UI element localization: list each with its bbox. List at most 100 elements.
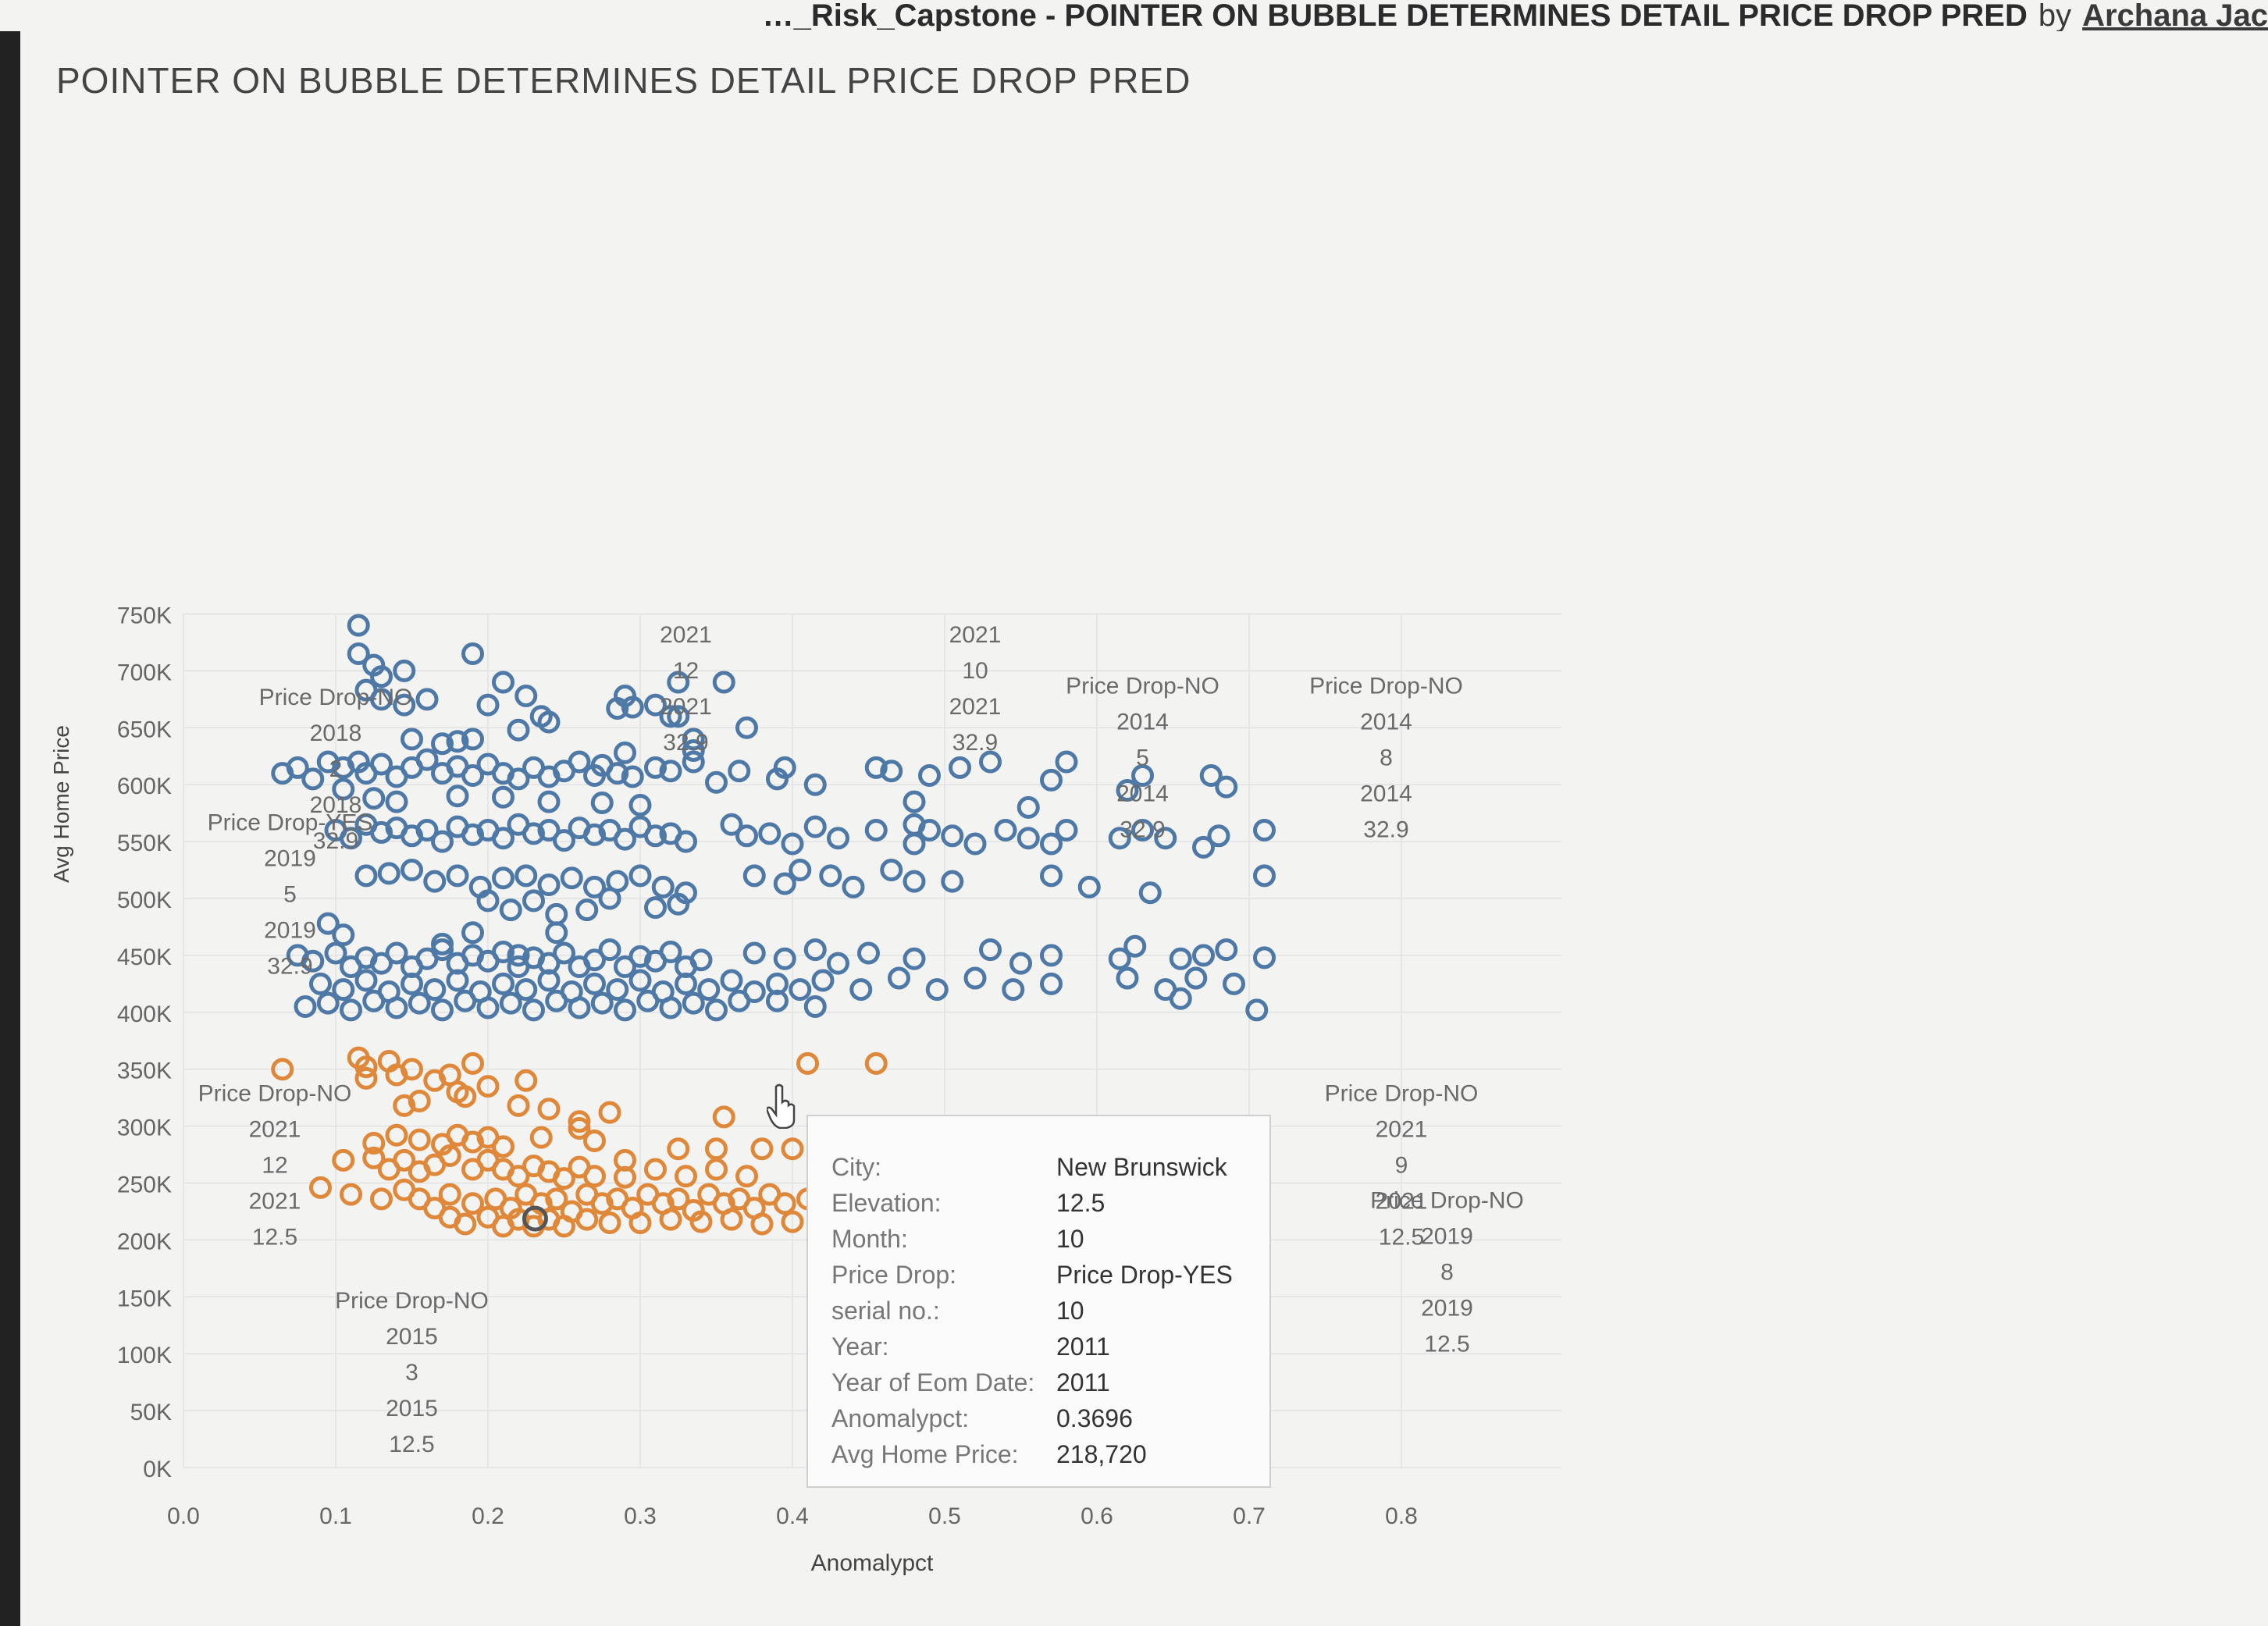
- data-point[interactable]: [918, 819, 941, 842]
- data-point[interactable]: [332, 923, 355, 947]
- data-point[interactable]: [742, 864, 766, 888]
- data-point[interactable]: [431, 732, 454, 756]
- data-point[interactable]: [1253, 819, 1276, 842]
- data-point[interactable]: [522, 822, 545, 845]
- data-point[interactable]: [803, 815, 827, 838]
- data-point[interactable]: [766, 989, 789, 1012]
- data-point[interactable]: [1040, 972, 1063, 995]
- data-point[interactable]: [332, 1148, 355, 1172]
- data-point[interactable]: [461, 642, 484, 666]
- data-point[interactable]: [340, 1183, 362, 1206]
- data-point[interactable]: [1131, 819, 1154, 842]
- data-point[interactable]: [316, 912, 340, 935]
- data-point[interactable]: [1138, 881, 1162, 905]
- data-point[interactable]: [705, 998, 728, 1022]
- data-point[interactable]: [301, 767, 325, 791]
- data-point[interactable]: [438, 1183, 461, 1206]
- data-point[interactable]: [408, 1128, 431, 1151]
- data-point[interactable]: [925, 978, 949, 1002]
- data-point[interactable]: [347, 614, 370, 637]
- data-point[interactable]: [446, 785, 469, 808]
- data-point[interactable]: [864, 756, 888, 779]
- data-point[interactable]: [994, 819, 1017, 842]
- data-point[interactable]: [979, 750, 1002, 774]
- data-point[interactable]: [750, 1137, 774, 1161]
- data-point[interactable]: [628, 793, 652, 817]
- data-point[interactable]: [644, 896, 667, 920]
- data-point[interactable]: [1192, 835, 1215, 859]
- data-point[interactable]: [545, 921, 568, 945]
- data-point[interactable]: [492, 827, 514, 850]
- data-point[interactable]: [773, 1192, 796, 1215]
- data-point[interactable]: [667, 1137, 690, 1161]
- data-point[interactable]: [514, 1069, 538, 1092]
- data-point[interactable]: [514, 978, 538, 1002]
- data-point[interactable]: [583, 948, 606, 972]
- data-point[interactable]: [1055, 819, 1078, 842]
- data-point[interactable]: [941, 824, 964, 848]
- data-point[interactable]: [773, 872, 796, 895]
- data-point[interactable]: [461, 1130, 484, 1154]
- data-point[interactable]: [393, 1094, 416, 1117]
- data-point[interactable]: [401, 972, 423, 995]
- data-point[interactable]: [461, 921, 484, 945]
- data-point[interactable]: [529, 1126, 553, 1149]
- data-point[interactable]: [354, 864, 378, 888]
- data-point[interactable]: [621, 696, 644, 719]
- data-point[interactable]: [553, 941, 575, 965]
- data-point[interactable]: [294, 995, 317, 1019]
- data-point[interactable]: [1207, 824, 1230, 848]
- data-point[interactable]: [568, 1117, 591, 1140]
- data-point[interactable]: [393, 1148, 416, 1172]
- data-point[interactable]: [362, 989, 386, 1012]
- data-point[interactable]: [621, 765, 644, 788]
- data-point[interactable]: [1199, 764, 1223, 788]
- data-point[interactable]: [340, 998, 362, 1022]
- data-point[interactable]: [568, 750, 591, 774]
- data-point[interactable]: [667, 671, 690, 694]
- data-point[interactable]: [583, 1165, 606, 1188]
- data-point[interactable]: [735, 824, 758, 848]
- data-point[interactable]: [461, 728, 484, 751]
- data-point[interactable]: [1002, 978, 1025, 1002]
- data-point[interactable]: [963, 966, 987, 990]
- data-point[interactable]: [438, 1144, 461, 1168]
- data-point[interactable]: [499, 991, 522, 1015]
- data-point[interactable]: [979, 938, 1002, 962]
- data-point[interactable]: [583, 823, 606, 846]
- data-point[interactable]: [408, 1090, 431, 1113]
- data-point[interactable]: [789, 859, 812, 882]
- data-point[interactable]: [1017, 827, 1040, 850]
- data-point[interactable]: [461, 1192, 484, 1215]
- data-point[interactable]: [659, 1208, 682, 1231]
- data-point[interactable]: [385, 941, 408, 965]
- data-point[interactable]: [385, 996, 408, 1019]
- data-point[interactable]: [720, 813, 743, 836]
- data-point[interactable]: [370, 753, 393, 776]
- data-point[interactable]: [682, 738, 705, 762]
- data-point[interactable]: [362, 1131, 386, 1155]
- data-point[interactable]: [628, 945, 652, 968]
- data-point[interactable]: [590, 991, 614, 1015]
- data-point[interactable]: [507, 1094, 530, 1117]
- data-point[interactable]: [370, 1187, 393, 1211]
- data-point[interactable]: [880, 859, 903, 882]
- data-point[interactable]: [522, 998, 545, 1022]
- data-point[interactable]: [507, 944, 530, 967]
- data-point[interactable]: [415, 688, 439, 711]
- data-point[interactable]: [431, 830, 454, 853]
- data-point[interactable]: [735, 1165, 758, 1188]
- data-point[interactable]: [415, 748, 439, 771]
- data-point[interactable]: [803, 938, 827, 962]
- data-point[interactable]: [1154, 827, 1177, 850]
- data-point[interactable]: [667, 705, 690, 728]
- data-point[interactable]: [667, 892, 690, 916]
- data-point[interactable]: [735, 716, 758, 739]
- data-point[interactable]: [667, 1187, 690, 1211]
- data-point[interactable]: [705, 770, 728, 794]
- data-point[interactable]: [476, 889, 500, 913]
- data-point[interactable]: [675, 1165, 697, 1188]
- data-point[interactable]: [370, 688, 393, 711]
- data-point[interactable]: [1040, 832, 1063, 856]
- data-point[interactable]: [644, 756, 667, 779]
